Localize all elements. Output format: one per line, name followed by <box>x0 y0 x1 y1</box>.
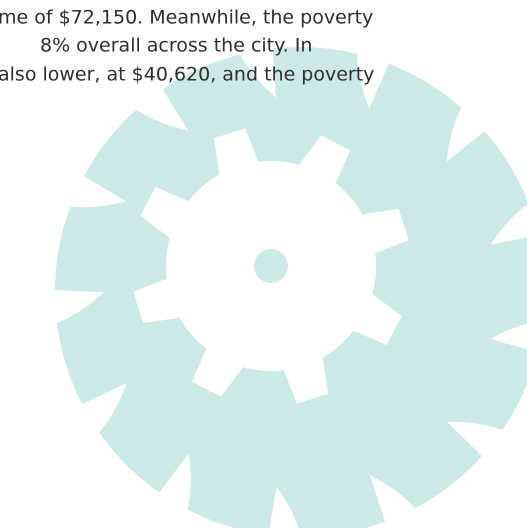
gear-hub <box>254 249 288 283</box>
page: me of $72,150. Meanwhile, the poverty 8%… <box>0 0 527 528</box>
text-line: 8% overall across the city. In <box>40 35 312 57</box>
text-line: me of $72,150. Meanwhile, the poverty <box>0 7 373 29</box>
document-view: me of $72,150. Meanwhile, the poverty 8%… <box>0 0 527 528</box>
saw-blade-graphic <box>55 47 527 528</box>
text-line: also lower, at $40,620, and the poverty <box>0 64 374 86</box>
